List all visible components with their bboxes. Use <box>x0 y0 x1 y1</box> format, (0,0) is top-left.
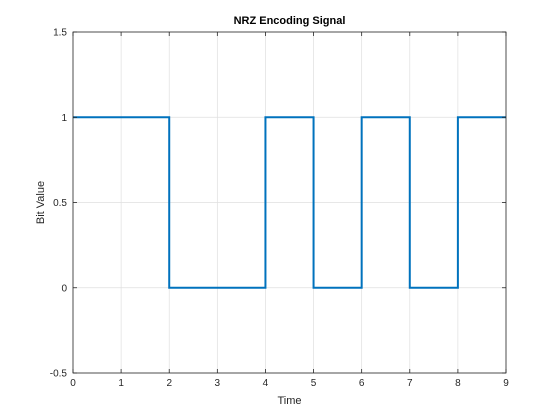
x-tick-label: 2 <box>166 378 172 389</box>
x-tick-label: 7 <box>407 378 413 389</box>
chart-title: NRZ Encoding Signal <box>234 15 346 27</box>
nrz-signal-line <box>73 116 506 289</box>
y-tick-label: 0 <box>61 283 67 294</box>
x-tick-label: 9 <box>503 378 509 389</box>
x-tick-label: 4 <box>263 378 269 389</box>
y-tick-label: 1 <box>61 113 67 124</box>
x-tick-label: 6 <box>359 378 365 389</box>
x-axis-label: Time <box>277 395 301 407</box>
ticks: 0 1 2 3 4 5 6 7 8 9-0.500.511.5 <box>50 28 509 390</box>
y-tick-label: 0.5 <box>53 198 67 209</box>
data-series <box>73 116 506 289</box>
x-tick-label: 5 <box>311 378 317 389</box>
y-tick-label: -0.5 <box>50 369 68 380</box>
x-tick-label: 8 <box>455 378 461 389</box>
x-tick-label: 3 <box>215 378 221 389</box>
x-tick-label: 0 <box>70 378 76 389</box>
y-tick-label: 1.5 <box>53 28 67 39</box>
x-tick-label: 1 <box>118 378 124 389</box>
y-axis-label: Bit Value <box>35 181 47 224</box>
